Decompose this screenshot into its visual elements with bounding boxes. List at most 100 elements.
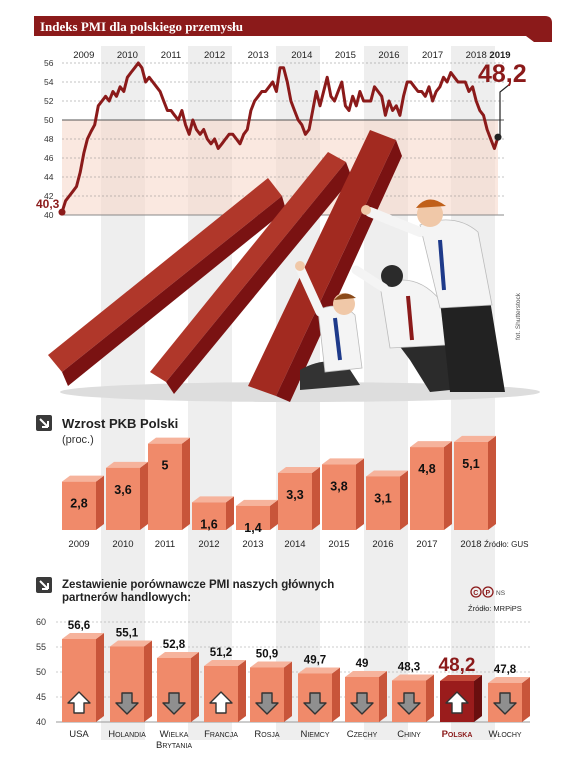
gdp-value-label: 1,6 (200, 517, 217, 531)
gdp-year-label: 2015 (328, 539, 349, 550)
gdp-value-label: 3,1 (374, 491, 391, 505)
partners-value-label: 48,2 (439, 655, 476, 676)
arrow-down-icon (162, 692, 186, 715)
partners-y-tick: 45 (36, 692, 46, 702)
partners-value-label: 56,6 (68, 620, 90, 632)
pmi-title: Indeks PMI dla polskiego przemysłu (40, 19, 243, 34)
arrow-down-icon (350, 692, 374, 715)
partners-y-tick: 55 (36, 642, 46, 652)
copyright-mark: C P (470, 586, 494, 598)
pmi-year-label: 2016 (378, 50, 399, 61)
pmi-year-label: 2017 (422, 50, 443, 61)
pmi-start-label: 40,3 (36, 197, 60, 211)
arrow-down-icon (303, 692, 327, 715)
gdp-bar (366, 470, 408, 530)
gdp-bar (278, 467, 320, 530)
gdp-value-label: 3,8 (330, 479, 347, 493)
pmi-y-tick: 44 (44, 172, 54, 182)
partners-country-label: Brytania (156, 740, 192, 751)
pmi-y-tick: 56 (44, 58, 54, 68)
pmi-y-tick: 48 (44, 134, 54, 144)
gdp-bar (106, 461, 148, 530)
partners-country-label: Rosja (254, 729, 279, 740)
partners-title-line1: Zestawienie porównawcze PMI naszych głów… (62, 579, 334, 591)
pmi-year-label: 2009 (73, 50, 94, 61)
partners-value-label: 48,3 (398, 662, 420, 674)
gdp-year-label: 2018 (460, 539, 481, 550)
partners-y-tick: 40 (36, 717, 46, 727)
gdp-value-label: 1,4 (244, 521, 261, 535)
partners-country-label: Włochy (488, 729, 521, 740)
partners-y-tick: 50 (36, 667, 46, 677)
arrow-up-icon (445, 691, 469, 714)
partners-bar (250, 661, 292, 722)
partners-country-label: Chiny (397, 729, 421, 740)
pmi-end-label: 48,2 (478, 60, 527, 88)
partners-value-label: 52,8 (163, 639, 186, 651)
gdp-year-label: 2014 (284, 539, 305, 550)
gdp-source: Źródło: GUS (484, 540, 528, 549)
pmi-year-label: 2013 (248, 50, 269, 61)
gdp-bar (322, 458, 364, 530)
gdp-value-label: 5,1 (462, 457, 479, 471)
pmi-year-label: 2010 (117, 50, 138, 61)
photo-credit: fot. Shutterstock (515, 292, 522, 340)
gdp-bar (62, 475, 104, 530)
domino-left-top (62, 196, 286, 386)
domino-middle (150, 152, 346, 382)
partners-bars: 56,6 55,1 52,8 51,2 50,9 49,7 49 48,3 48,2 47,8 (62, 620, 530, 722)
gdp-value-label: 2,8 (70, 497, 87, 511)
pmi-y-tick: 40 (44, 210, 54, 220)
gdp-value-label: 3,3 (286, 488, 303, 502)
partners-y-tick: 60 (36, 617, 46, 627)
pmi-y-tick: 46 (44, 153, 54, 163)
domino-right (248, 130, 396, 396)
pmi-year-label: 2015 (335, 50, 356, 61)
pmi-year-label: 2011 (161, 50, 181, 61)
domino-right-front (276, 140, 402, 402)
partners-title-line2: partnerów handlowych: (62, 592, 191, 604)
arrow-down-icon (397, 692, 421, 715)
pmi-year-labels: 2009 2010 2011 2012 2013 2014 2015 2016 2017 2018… (73, 50, 510, 61)
businessman-kneeling (295, 261, 363, 390)
gdp-year-label: 2017 (416, 539, 437, 550)
gdp-bar (410, 441, 452, 530)
partners-country-label: Francja (204, 729, 238, 740)
gdp-year-label: 2012 (198, 539, 219, 550)
arrow-down-icon (255, 692, 279, 715)
arrow-down-icon (493, 692, 517, 715)
pmi-y-tick: 50 (44, 115, 54, 125)
gdp-value-label: 4,8 (418, 462, 435, 476)
gdp-bar-chart: Wzrost PKB Polski (proc.) 2,8 2009 3,6 2010… (36, 415, 528, 550)
partners-value-label: 47,8 (494, 664, 517, 676)
partners-value-label: 51,2 (210, 647, 232, 659)
partners-bar (157, 652, 199, 722)
gdp-subtitle: (proc.) (62, 434, 94, 446)
partners-source: Źródło: MRPiPS (468, 604, 522, 613)
dominoes-illustration: fot. Shutterstock (48, 130, 540, 402)
domino-left (48, 178, 282, 372)
pmi-y-tick: 52 (44, 96, 54, 106)
partners-country-label: Polska (442, 729, 473, 740)
partners-country-label: Niemcy (300, 729, 329, 740)
gdp-year-label: 2009 (68, 539, 89, 550)
pmi-title-banner (34, 16, 552, 42)
arrow-down-icon (115, 692, 139, 715)
svg-text:C: C (473, 590, 478, 597)
pmi-y-tick: 54 (44, 77, 54, 87)
arrow-up-icon (67, 691, 91, 714)
partners-value-label: 55,1 (116, 628, 139, 640)
partners-value-label: 49,7 (304, 655, 326, 667)
partners-country-label: USA (69, 729, 89, 740)
partners-bar (392, 674, 434, 722)
partners-credit: NS (496, 590, 506, 597)
pmi-start-point (58, 208, 66, 216)
arrow-up-icon (209, 691, 233, 714)
gdp-section-icon (36, 415, 52, 431)
gdp-year-label: 2011 (155, 539, 175, 550)
pmi-series-line (60, 61, 500, 213)
gdp-bar (236, 499, 278, 530)
pmi-year-label: 2014 (291, 50, 312, 61)
